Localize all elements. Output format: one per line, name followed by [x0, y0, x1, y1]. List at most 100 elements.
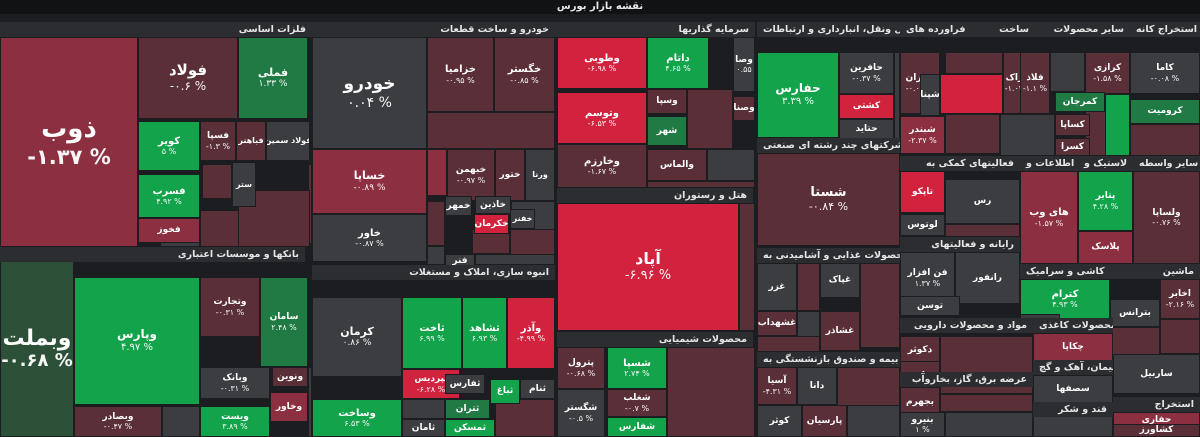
treemap-cell[interactable] — [687, 89, 733, 149]
stock-tile[interactable]: چکاپا — [1033, 333, 1113, 361]
treemap-cell[interactable] — [707, 149, 755, 181]
stock-tile[interactable]: پارسیان — [802, 405, 847, 437]
treemap-cell[interactable] — [667, 347, 755, 437]
treemap-cell[interactable] — [402, 399, 445, 419]
stock-tile[interactable]: شپنا — [920, 74, 940, 116]
stock-tile[interactable]: ثشاهد ۶.۹۳ % — [462, 297, 507, 369]
stock-tile[interactable]: های وب -۱.۵۷ % — [1020, 171, 1078, 264]
stock-tile[interactable]: خمهر — [445, 196, 472, 216]
stock-tile[interactable]: خاور -۰.۸۷ % — [312, 214, 427, 262]
stock-tile[interactable]: سصفها — [1033, 375, 1113, 403]
treemap-cell[interactable] — [739, 203, 755, 331]
stock-tile[interactable]: حافرین -۰.۳۷ % — [839, 52, 894, 94]
treemap-cell[interactable] — [945, 52, 1003, 74]
stock-tile[interactable]: کروميت — [1130, 99, 1200, 124]
stock-tile[interactable]: بترانس — [1110, 299, 1160, 327]
stock-tile[interactable]: غشهداب — [757, 311, 797, 336]
stock-tile[interactable]: خزامیا -۰.۹۵ % — [427, 37, 494, 112]
treemap-cell[interactable] — [495, 399, 555, 437]
stock-tile[interactable]: ورنا — [525, 149, 555, 201]
treemap-cell[interactable] — [1000, 114, 1055, 156]
stock-tile[interactable]: پتایر ۴.۲۸ % — [1078, 171, 1133, 231]
stock-tile[interactable]: رس — [945, 179, 1020, 224]
stock-tile[interactable]: بنیرو ۱ % — [900, 412, 945, 437]
stock-tile[interactable]: ستر — [232, 162, 256, 207]
stock-tile[interactable]: ثامان — [402, 419, 445, 437]
treemap-cell[interactable] — [945, 224, 1020, 237]
stock-tile[interactable]: ثفارس — [445, 374, 485, 394]
stock-tile[interactable]: وصنا — [733, 96, 755, 121]
stock-tile[interactable]: کشاورز — [1113, 424, 1200, 437]
stock-tile[interactable]: وتجارت -۰.۳۱ % — [200, 277, 260, 337]
stock-tile[interactable]: فباهنر — [236, 121, 266, 161]
treemap-cell[interactable] — [1050, 52, 1085, 92]
stock-tile[interactable]: کساپا — [1055, 114, 1090, 136]
stock-tile[interactable]: ثباغ — [490, 379, 520, 404]
stock-tile[interactable]: وپارس ۴.۹۷ % — [74, 277, 200, 405]
stock-tile[interactable]: کرمان ۰.۸۶ % — [312, 297, 402, 377]
treemap-cell[interactable] — [555, 37, 557, 187]
stock-tile[interactable]: شستا -۰.۸۴ % — [757, 153, 900, 246]
stock-tile[interactable]: توسن — [900, 296, 960, 316]
stock-tile[interactable]: وبانک -۰.۳۱ % — [200, 367, 270, 399]
stock-tile[interactable]: فولاد -۰.۶ % — [138, 37, 238, 119]
stock-tile[interactable]: اخابر -۲.۱۶ % — [1160, 279, 1200, 319]
treemap-cell[interactable] — [860, 263, 900, 348]
stock-tile[interactable]: فملی ۱.۳۳ % — [238, 37, 308, 119]
stock-tile[interactable]: خگستر -۰.۸۵ % — [494, 37, 555, 112]
treemap-cell[interactable] — [847, 405, 900, 437]
stock-tile[interactable]: آپاد -۶.۹۶ % — [557, 203, 739, 331]
stock-tile[interactable]: وآذر -۴.۹۹ % — [507, 297, 555, 369]
treemap-cell[interactable] — [945, 114, 1000, 154]
stock-tile[interactable]: خفنر — [510, 209, 535, 229]
stock-tile[interactable]: ساربیل — [1113, 354, 1200, 394]
stock-tile[interactable]: غزر — [757, 263, 797, 311]
treemap-cell[interactable] — [475, 254, 555, 265]
stock-tile[interactable]: دکوثر — [900, 336, 940, 364]
stock-tile[interactable]: فلاذ -۱.۱ % — [1020, 52, 1050, 114]
treemap-cell[interactable] — [940, 74, 1003, 114]
stock-tile[interactable]: آسیا -۴.۳۱ % — [757, 367, 797, 405]
stock-tile[interactable]: کمرجان — [1055, 92, 1105, 112]
stock-tile[interactable]: فسرب ۴.۹۲ % — [138, 174, 200, 218]
treemap-cell[interactable] — [1110, 327, 1160, 355]
stock-tile[interactable]: کرازی -۱.۵۸ % — [1085, 52, 1130, 94]
treemap-cell[interactable] — [1105, 94, 1130, 156]
treemap-cell[interactable] — [427, 149, 447, 196]
treemap-cell[interactable] — [797, 263, 820, 311]
stock-tile[interactable]: ثاخت ۶.۹۹ % — [402, 297, 462, 369]
stock-tile[interactable]: ختور — [495, 149, 525, 201]
stock-tile[interactable]: فسپا -۱.۳ % — [200, 121, 236, 161]
treemap-cell[interactable] — [202, 164, 232, 199]
stock-tile[interactable]: وخاور — [270, 392, 308, 422]
stock-tile[interactable]: ثمسکن — [445, 419, 495, 437]
stock-tile[interactable]: شسپا ۲.۷۴ % — [607, 347, 667, 389]
stock-tile[interactable]: وتوسم -۶.۵۳ % — [557, 92, 647, 144]
stock-tile[interactable]: وسپا — [647, 89, 687, 114]
treemap-cell[interactable] — [940, 394, 1033, 412]
treemap-cell[interactable] — [427, 246, 445, 265]
stock-tile[interactable]: والماس — [647, 149, 707, 181]
stock-tile[interactable]: غشاذر — [820, 311, 860, 351]
stock-tile[interactable]: شبندر -۲.۳۷ % — [900, 116, 945, 154]
stock-tile[interactable]: کوثر — [757, 405, 802, 437]
stock-tile[interactable]: خودرو ۰.۰۴ % — [312, 37, 427, 149]
stock-tile[interactable]: کسرا — [1055, 138, 1090, 156]
stock-tile[interactable]: کاما -۰.۰۸ % — [1130, 52, 1200, 94]
stock-tile[interactable]: وساخت ۶.۵۳ % — [312, 399, 402, 437]
stock-tile[interactable]: فخوز — [138, 218, 200, 243]
stock-tile[interactable]: خکرمان — [474, 214, 509, 234]
stock-tile[interactable]: شگستر -۰.۵ % — [557, 389, 605, 437]
stock-tile[interactable]: خساپا -۰.۸۹ % — [312, 149, 427, 214]
stock-tile[interactable]: ولساپا -۰.۷۶ % — [1133, 171, 1200, 264]
stock-tile[interactable]: رانفور — [955, 252, 1020, 304]
stock-tile[interactable]: سامان ۲.۴۸ % — [260, 277, 308, 367]
stock-tile[interactable]: غپاک — [820, 263, 860, 298]
stock-tile[interactable]: خاذین — [475, 196, 511, 214]
treemap-cell[interactable] — [647, 181, 755, 188]
stock-tile[interactable]: پلاسک — [1078, 231, 1133, 264]
stock-tile[interactable]: وطوبی -۶.۹۸ % — [557, 37, 647, 89]
treemap-cell[interactable] — [427, 201, 445, 246]
stock-tile[interactable]: ویست ۳.۸۹ % — [200, 406, 270, 437]
stock-tile[interactable]: وبملت -۰.۶۸ % — [0, 261, 74, 437]
